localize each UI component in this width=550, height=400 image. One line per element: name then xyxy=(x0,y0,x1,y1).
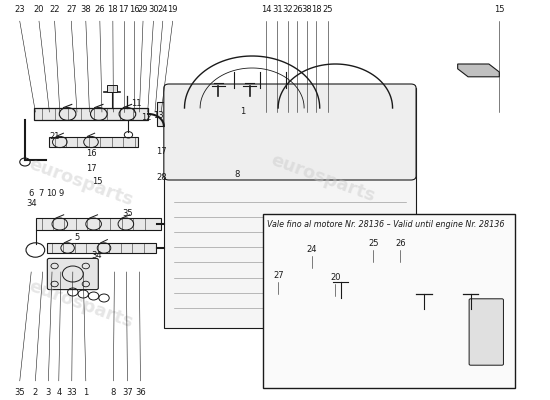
Text: 35: 35 xyxy=(122,210,133,218)
Text: 17: 17 xyxy=(86,164,96,172)
Text: 23: 23 xyxy=(14,5,25,14)
Bar xyxy=(36,218,161,230)
Text: 29: 29 xyxy=(138,5,148,14)
Text: 14: 14 xyxy=(261,5,272,14)
Text: eurosparts: eurosparts xyxy=(26,277,135,331)
Text: 25: 25 xyxy=(322,5,333,14)
Bar xyxy=(393,309,497,319)
Text: 10: 10 xyxy=(46,190,56,198)
Text: 26: 26 xyxy=(395,239,406,248)
Text: 27: 27 xyxy=(66,5,76,14)
Text: 7: 7 xyxy=(38,190,43,198)
Text: eurosparts: eurosparts xyxy=(268,151,377,205)
Text: 35: 35 xyxy=(14,388,25,397)
Text: 12: 12 xyxy=(141,114,152,122)
Text: 4: 4 xyxy=(56,388,62,397)
FancyBboxPatch shape xyxy=(47,258,98,290)
Bar xyxy=(263,214,515,388)
Text: 9: 9 xyxy=(59,190,64,198)
Text: 6: 6 xyxy=(29,190,34,198)
FancyBboxPatch shape xyxy=(164,84,416,180)
Bar xyxy=(157,102,170,126)
Text: 8: 8 xyxy=(234,170,239,178)
Text: 11: 11 xyxy=(131,100,142,108)
Text: 13: 13 xyxy=(153,112,164,120)
Bar xyxy=(50,137,138,147)
Text: 33: 33 xyxy=(67,388,77,397)
Text: 15: 15 xyxy=(494,5,504,14)
Text: Vale fino al motore Nr. 28136 – Valid until engine Nr. 28136: Vale fino al motore Nr. 28136 – Valid un… xyxy=(267,220,504,229)
Text: 8: 8 xyxy=(111,388,116,397)
Text: 37: 37 xyxy=(122,388,133,397)
Text: 25: 25 xyxy=(368,239,378,248)
Text: 16: 16 xyxy=(86,150,96,158)
Text: 17: 17 xyxy=(118,5,129,14)
Text: 20: 20 xyxy=(330,273,340,282)
Text: 36: 36 xyxy=(135,388,146,397)
Text: 16: 16 xyxy=(129,5,140,14)
Text: 26: 26 xyxy=(292,5,303,14)
Bar xyxy=(47,243,156,253)
Text: 2: 2 xyxy=(33,388,38,397)
Bar xyxy=(34,108,148,120)
Text: 20: 20 xyxy=(34,5,44,14)
Text: 15: 15 xyxy=(92,178,103,186)
Text: 17: 17 xyxy=(156,148,167,156)
Text: 28: 28 xyxy=(156,174,167,182)
Bar xyxy=(107,85,117,92)
Text: 18: 18 xyxy=(311,5,322,14)
Text: 34: 34 xyxy=(26,200,36,208)
Text: 5: 5 xyxy=(74,234,80,242)
Text: 38: 38 xyxy=(80,5,91,14)
Text: 19: 19 xyxy=(167,5,178,14)
Text: eurosparts: eurosparts xyxy=(26,155,135,209)
Text: 18: 18 xyxy=(108,5,118,14)
Text: eurosparts: eurosparts xyxy=(268,301,377,355)
Text: 26: 26 xyxy=(95,5,105,14)
Text: 30: 30 xyxy=(148,5,159,14)
Bar xyxy=(174,85,406,95)
Text: 31: 31 xyxy=(272,5,283,14)
Text: 34: 34 xyxy=(91,252,102,260)
Text: 21: 21 xyxy=(50,132,60,141)
Text: 1: 1 xyxy=(240,108,245,116)
Text: 1: 1 xyxy=(83,388,89,397)
Text: 24: 24 xyxy=(157,5,168,14)
Text: 22: 22 xyxy=(50,5,60,14)
FancyBboxPatch shape xyxy=(469,299,503,365)
Bar xyxy=(164,88,416,328)
Text: 24: 24 xyxy=(307,245,317,254)
Bar xyxy=(268,292,328,304)
Text: 38: 38 xyxy=(301,5,312,14)
Polygon shape xyxy=(458,64,499,77)
Text: 3: 3 xyxy=(46,388,51,397)
Text: 27: 27 xyxy=(273,271,284,280)
Text: 32: 32 xyxy=(282,5,293,14)
